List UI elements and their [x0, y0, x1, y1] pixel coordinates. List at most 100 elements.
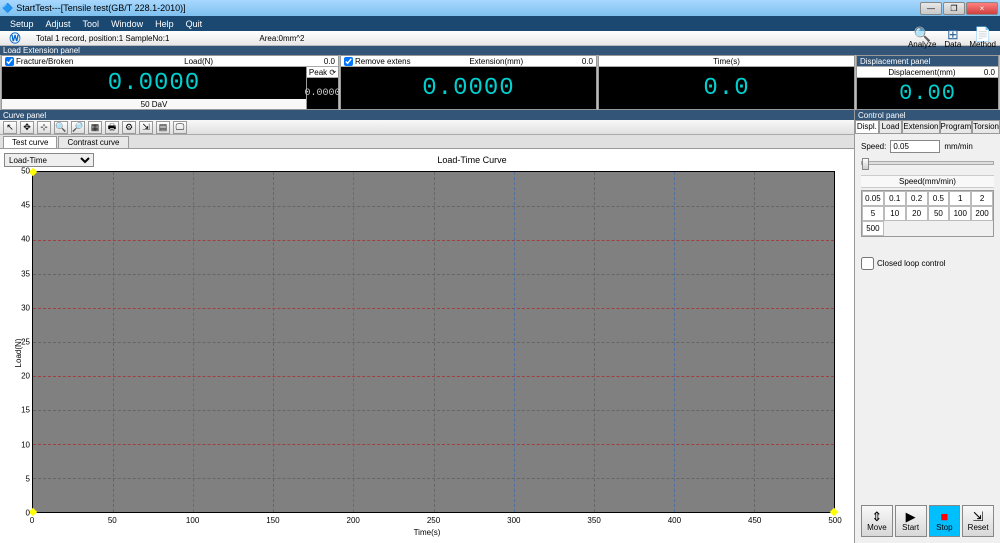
gridline-v [434, 172, 435, 512]
tool-crosshair[interactable]: ⊹ [37, 121, 51, 134]
fracture-label: Fracture/Broken [16, 57, 73, 66]
control-buttons: ⇕ Move ▶ Start ■ Stop ⇲ Reset [855, 499, 1000, 543]
speed-preset[interactable]: 50 [928, 206, 950, 221]
control-section: Control panel Displ. Load Extension Prog… [855, 110, 1000, 543]
speed-preset[interactable]: 500 [862, 221, 884, 236]
curve-tabstrip: Test curve Contrast curve [0, 135, 854, 149]
menu-window[interactable]: Window [105, 19, 149, 29]
y-tick: 15 [14, 406, 30, 415]
y-tick: 30 [14, 303, 30, 312]
speed-preset[interactable]: 100 [949, 206, 971, 221]
start-button[interactable]: ▶ Start [895, 505, 927, 537]
speed-slider[interactable] [861, 161, 994, 165]
reset-button[interactable]: ⇲ Reset [962, 505, 994, 537]
control-tabs: Displ. Load Extension Program Torsion [855, 120, 1000, 134]
peak-value: 0.0000 [307, 78, 338, 109]
tool-pointer[interactable]: ↖ [3, 121, 17, 134]
y-tick: 35 [14, 269, 30, 278]
closed-loop-checkbox[interactable] [861, 257, 874, 270]
speed-preset[interactable]: 5 [862, 206, 884, 221]
menu-tool[interactable]: Tool [77, 19, 106, 29]
ctab-torsion[interactable]: Torsion [972, 120, 1000, 133]
x-tick: 500 [828, 516, 841, 525]
x-tick: 450 [748, 516, 761, 525]
speed-preset[interactable]: 1 [949, 191, 971, 206]
stop-icon: ■ [940, 510, 948, 523]
plot-area[interactable] [32, 171, 835, 513]
minimize-button[interactable]: — [920, 2, 942, 15]
y-tick: 45 [14, 201, 30, 210]
window-title: StartTest---[Tensile test(GB/T 228.1-201… [16, 3, 185, 13]
curve-type-select[interactable]: Load-Time [4, 153, 94, 167]
speed-preset[interactable]: 0.5 [928, 191, 950, 206]
method-tool[interactable]: 📄 Method [969, 28, 996, 49]
tool-zoom-out[interactable]: 🔎 [71, 121, 85, 134]
gridline-v [193, 172, 194, 512]
tool-print[interactable]: 🖶 [105, 121, 119, 134]
displacement-small: 0.0 [984, 68, 995, 77]
maximize-button[interactable]: ❐ [943, 2, 965, 15]
gridline-v [674, 172, 675, 512]
chart-container: Load-Time Load-Time Curve Load(N) Time(s… [0, 149, 854, 543]
peak-label[interactable]: Peak ⟳ [307, 67, 338, 78]
window-titlebar: 🔷 StartTest---[Tensile test(GB/T 228.1-2… [0, 0, 1000, 16]
analyze-icon: 🔍 [913, 28, 930, 40]
start-icon: ▶ [906, 510, 916, 523]
move-button[interactable]: ⇕ Move [861, 505, 893, 537]
menu-setup[interactable]: Setup [4, 19, 40, 29]
x-tick: 250 [427, 516, 440, 525]
speed-input[interactable] [890, 140, 940, 153]
speed-preset[interactable]: 10 [884, 206, 906, 221]
slider-thumb[interactable] [862, 158, 869, 170]
tab-contrast-curve[interactable]: Contrast curve [58, 136, 128, 148]
remove-extens-checkbox[interactable] [344, 57, 353, 66]
menu-adjust[interactable]: Adjust [40, 19, 77, 29]
data-tool[interactable]: ⊞ Data [944, 28, 961, 49]
tool-grid[interactable]: ▤ [156, 121, 170, 134]
x-axis-label: Time(s) [414, 528, 441, 537]
gridline-v [594, 172, 595, 512]
speed-preset[interactable]: 0.05 [862, 191, 884, 206]
ctab-extension[interactable]: Extension [902, 120, 939, 133]
tab-test-curve[interactable]: Test curve [3, 136, 57, 148]
gridline-v [754, 172, 755, 512]
speed-preset[interactable]: 2 [971, 191, 993, 206]
extension-readout: 0.0000 [341, 67, 596, 109]
curve-section: Curve panel ↖ ✥ ⊹ 🔍 🔎 ▦ 🖶 ⚙ ⇲ ▤ 🖵 Test c… [0, 110, 855, 543]
speed-grid: 0.050.10.20.512 5102050100200 500 [861, 190, 994, 237]
menu-help[interactable]: Help [149, 19, 180, 29]
remove-extens-label: Remove extens [355, 57, 411, 66]
tool-settings[interactable]: ⚙ [122, 121, 136, 134]
analyze-tool[interactable]: 🔍 Analyze [908, 28, 936, 49]
curve-panel-title: Curve panel [0, 110, 854, 120]
speed-preset[interactable]: 200 [971, 206, 993, 221]
display-row-title: Load Extension panel [0, 46, 1000, 55]
speed-preset[interactable]: 20 [906, 206, 928, 221]
ctab-load[interactable]: Load [879, 120, 903, 133]
x-tick: 200 [347, 516, 360, 525]
fracture-checkbox[interactable] [5, 57, 14, 66]
control-body: Speed: mm/min Speed(mm/min) 0.050.10.20.… [855, 134, 1000, 276]
ctab-program[interactable]: Program [940, 120, 973, 133]
speed-preset[interactable]: 0.2 [906, 191, 928, 206]
displacement-title: Displacement(mm) [888, 68, 955, 77]
tool-move[interactable]: ✥ [20, 121, 34, 134]
move-icon: ⇕ [871, 510, 882, 523]
x-tick: 150 [266, 516, 279, 525]
menu-quit[interactable]: Quit [180, 19, 209, 29]
displacement-readout: 0.00 [857, 78, 998, 109]
ctab-displ[interactable]: Displ. [855, 120, 879, 133]
load-small-value: 0.0 [324, 57, 335, 66]
tool-export[interactable]: ⇲ [139, 121, 153, 134]
speed-preset[interactable]: 0.1 [884, 191, 906, 206]
gridline-v [273, 172, 274, 512]
load-title: Load(N) [184, 57, 213, 66]
tool-fit[interactable]: ▦ [88, 121, 102, 134]
close-button[interactable]: × [966, 2, 998, 15]
menu-bar: Setup Adjust Tool Window Help Quit [0, 16, 1000, 31]
tool-chart[interactable]: 🖵 [173, 121, 187, 134]
stop-button[interactable]: ■ Stop [929, 505, 961, 537]
y-tick: 50 [14, 167, 30, 176]
tool-zoom-in[interactable]: 🔍 [54, 121, 68, 134]
curve-toolbar: ↖ ✥ ⊹ 🔍 🔎 ▦ 🖶 ⚙ ⇲ ▤ 🖵 [0, 120, 854, 135]
